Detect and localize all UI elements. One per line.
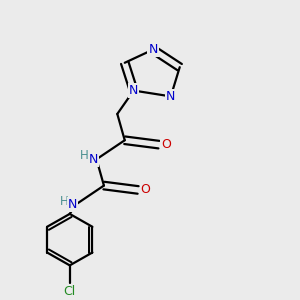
Text: N: N (166, 90, 176, 103)
Text: N: N (148, 43, 158, 56)
Text: O: O (161, 138, 171, 151)
Text: N: N (129, 84, 138, 97)
Text: H: H (80, 149, 89, 162)
Text: O: O (141, 183, 151, 196)
Text: Cl: Cl (64, 285, 76, 298)
Text: N: N (68, 198, 77, 211)
Text: H: H (59, 195, 68, 208)
Text: N: N (89, 153, 98, 166)
